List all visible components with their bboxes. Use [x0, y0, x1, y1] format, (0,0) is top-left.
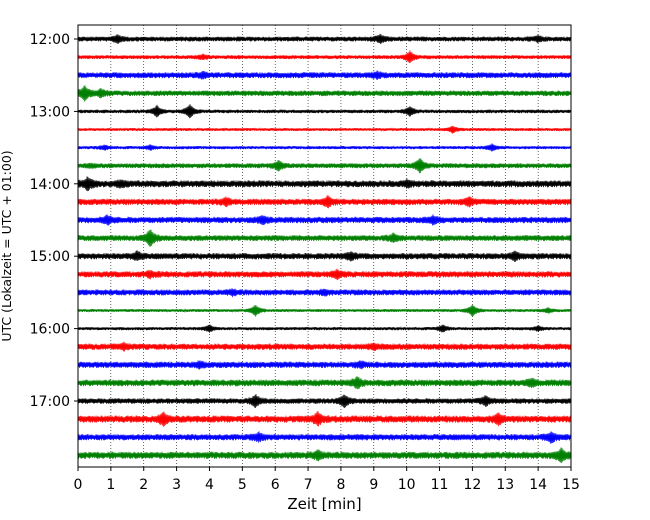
- plot-frame: [77, 24, 572, 468]
- y-tick-label: 13:00: [30, 104, 70, 120]
- x-tick-label: 9: [369, 477, 378, 493]
- trace-1215: [77, 50, 572, 64]
- x-tick-label: 10: [398, 477, 416, 493]
- x-tick-label: 13: [496, 477, 514, 493]
- trace-1530: [77, 288, 572, 298]
- x-tick-label: 8: [336, 477, 345, 493]
- trace-1600: [77, 324, 572, 333]
- x-axis-ticks: 0 1 2 3 4 5 6 7 8 9 10 11 12 13 14 15: [74, 467, 580, 493]
- y-tick-label: 16:00: [30, 322, 70, 338]
- y-axis-ticks: 12:00 13:00 14:00 15:00 16:00 17:00: [30, 32, 78, 410]
- y-axis-label: UTC (Lokalzeit = UTC + 01:00): [0, 150, 14, 341]
- trace-1615: [77, 341, 572, 352]
- trace-1545: [77, 304, 572, 317]
- trace-1745: [77, 447, 572, 464]
- x-tick-label: 12: [463, 477, 481, 493]
- trace-1200: [77, 33, 572, 45]
- trace-1700: [77, 393, 572, 409]
- trace-1430: [77, 214, 572, 226]
- trace-1630: [77, 360, 572, 370]
- trace-1300: [77, 104, 572, 119]
- trace-1715: [77, 411, 572, 427]
- trace-1230: [77, 70, 572, 80]
- trace-1345: [77, 158, 572, 174]
- trace-1515: [77, 268, 572, 281]
- trace-1500: [77, 250, 572, 262]
- x-tick-label: 14: [529, 477, 547, 493]
- y-tick-label: 14:00: [30, 177, 70, 193]
- trace-1315: [77, 125, 572, 134]
- trace-1730: [77, 431, 572, 444]
- x-tick-label: 2: [139, 477, 148, 493]
- trace-1330: [77, 143, 572, 152]
- x-tick-label: 11: [431, 477, 449, 493]
- x-tick-label: 4: [205, 477, 214, 493]
- trace-1400: [77, 176, 572, 192]
- x-axis-label: Zeit [min]: [287, 495, 361, 513]
- seismogram-traces: [77, 33, 572, 464]
- x-tick-label: 15: [562, 477, 580, 493]
- y-tick-label: 12:00: [30, 32, 70, 48]
- trace-1645: [77, 376, 572, 390]
- y-tick-label: 17:00: [30, 394, 70, 410]
- x-tick-label: 0: [74, 477, 83, 493]
- x-tick-label: 6: [271, 477, 280, 493]
- x-tick-label: 1: [106, 477, 115, 493]
- trace-1445: [77, 229, 572, 247]
- trace-1245: [77, 85, 572, 102]
- x-tick-label: 7: [304, 477, 313, 493]
- x-tick-label: 3: [172, 477, 181, 493]
- x-tick-label: 5: [238, 477, 247, 493]
- y-tick-label: 15:00: [30, 249, 70, 265]
- trace-1415: [77, 195, 572, 209]
